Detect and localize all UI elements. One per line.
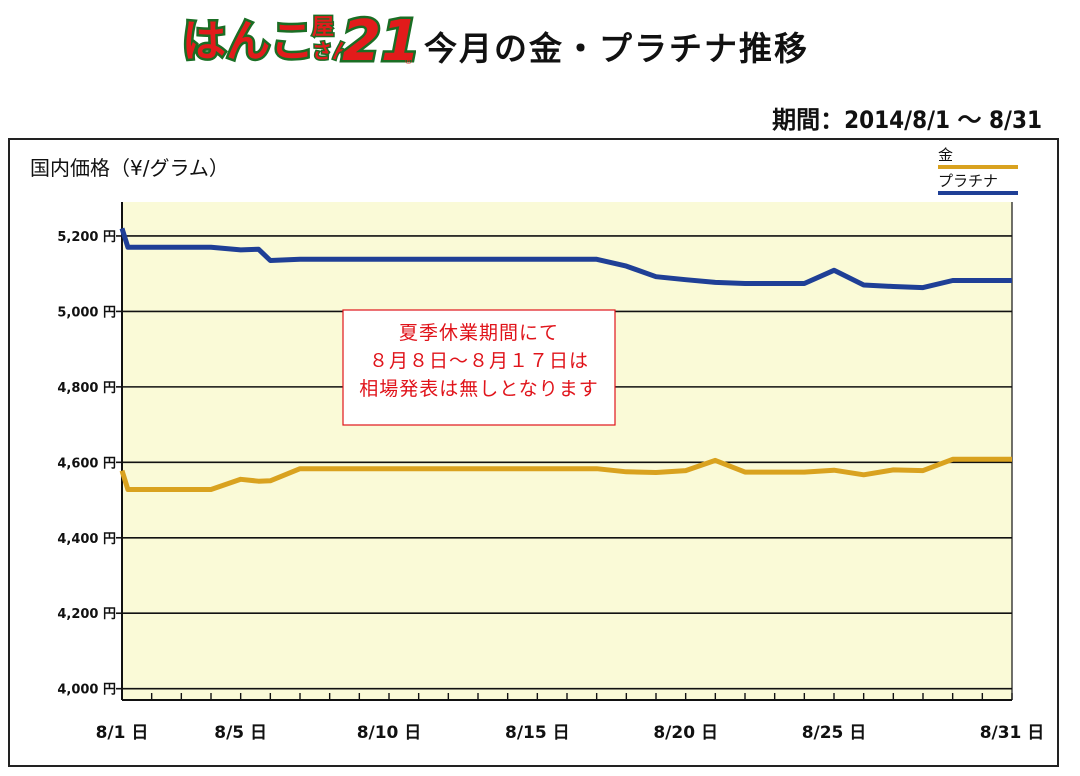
y-axis-label: 国内価格（¥/グラム） (30, 156, 229, 180)
y-tick-label: 4,000 円 (57, 683, 116, 698)
legend-swatch-gold (938, 165, 1018, 169)
annotation-box (342, 309, 616, 426)
y-tick-label: 4,600 円 (57, 456, 116, 471)
x-tick-label: 8/15 日 (505, 723, 570, 743)
x-tick-label: 8/25 日 (802, 723, 867, 743)
x-tick-label: 8/5 日 (214, 723, 267, 743)
annotation-line: ８月８日〜８月１７日は (369, 350, 589, 372)
y-tick-label: 5,000 円 (57, 305, 116, 320)
svg-text:21: 21 (342, 9, 416, 70)
series-line-platinum (119, 227, 1012, 291)
svg-text:さん: さん (312, 39, 352, 63)
y-tick-label: 4,800 円 (57, 381, 116, 396)
y-tick-label: 5,200 円 (57, 230, 116, 245)
series-line-gold (119, 456, 1012, 492)
period-label: 期間：2014/8/1 〜 8/31 (772, 106, 1042, 134)
svg-text:®: ® (404, 57, 413, 67)
hankoya-san-21-logo: はんこ 屋 さん 21 ® (180, 7, 417, 71)
page-title: 今月の金・プラチナ推移 (424, 29, 809, 68)
legend: 金 プラチナ (938, 146, 1018, 198)
chart-frame (8, 138, 1059, 767)
y-tick-label: 4,200 円 (57, 607, 116, 622)
y-tick-label: 4,400 円 (57, 532, 116, 547)
svg-text:屋: 屋 (312, 15, 334, 40)
legend-label-gold: 金 (938, 146, 954, 164)
x-tick-label: 8/1 日 (96, 723, 149, 743)
x-tick-label: 8/20 日 (653, 723, 718, 743)
x-tick-label: 8/31 日 (980, 723, 1045, 743)
legend-label-platinum: プラチナ (938, 172, 999, 190)
legend-swatch-platinum (938, 191, 1018, 195)
annotation-line: 相場発表は無しとなります (359, 378, 598, 400)
annotation-line: 夏季休業期間にて (399, 322, 559, 344)
x-tick-label: 8/10 日 (357, 723, 422, 743)
plot-area (122, 202, 1012, 700)
logo-text: はんこ (182, 16, 314, 67)
